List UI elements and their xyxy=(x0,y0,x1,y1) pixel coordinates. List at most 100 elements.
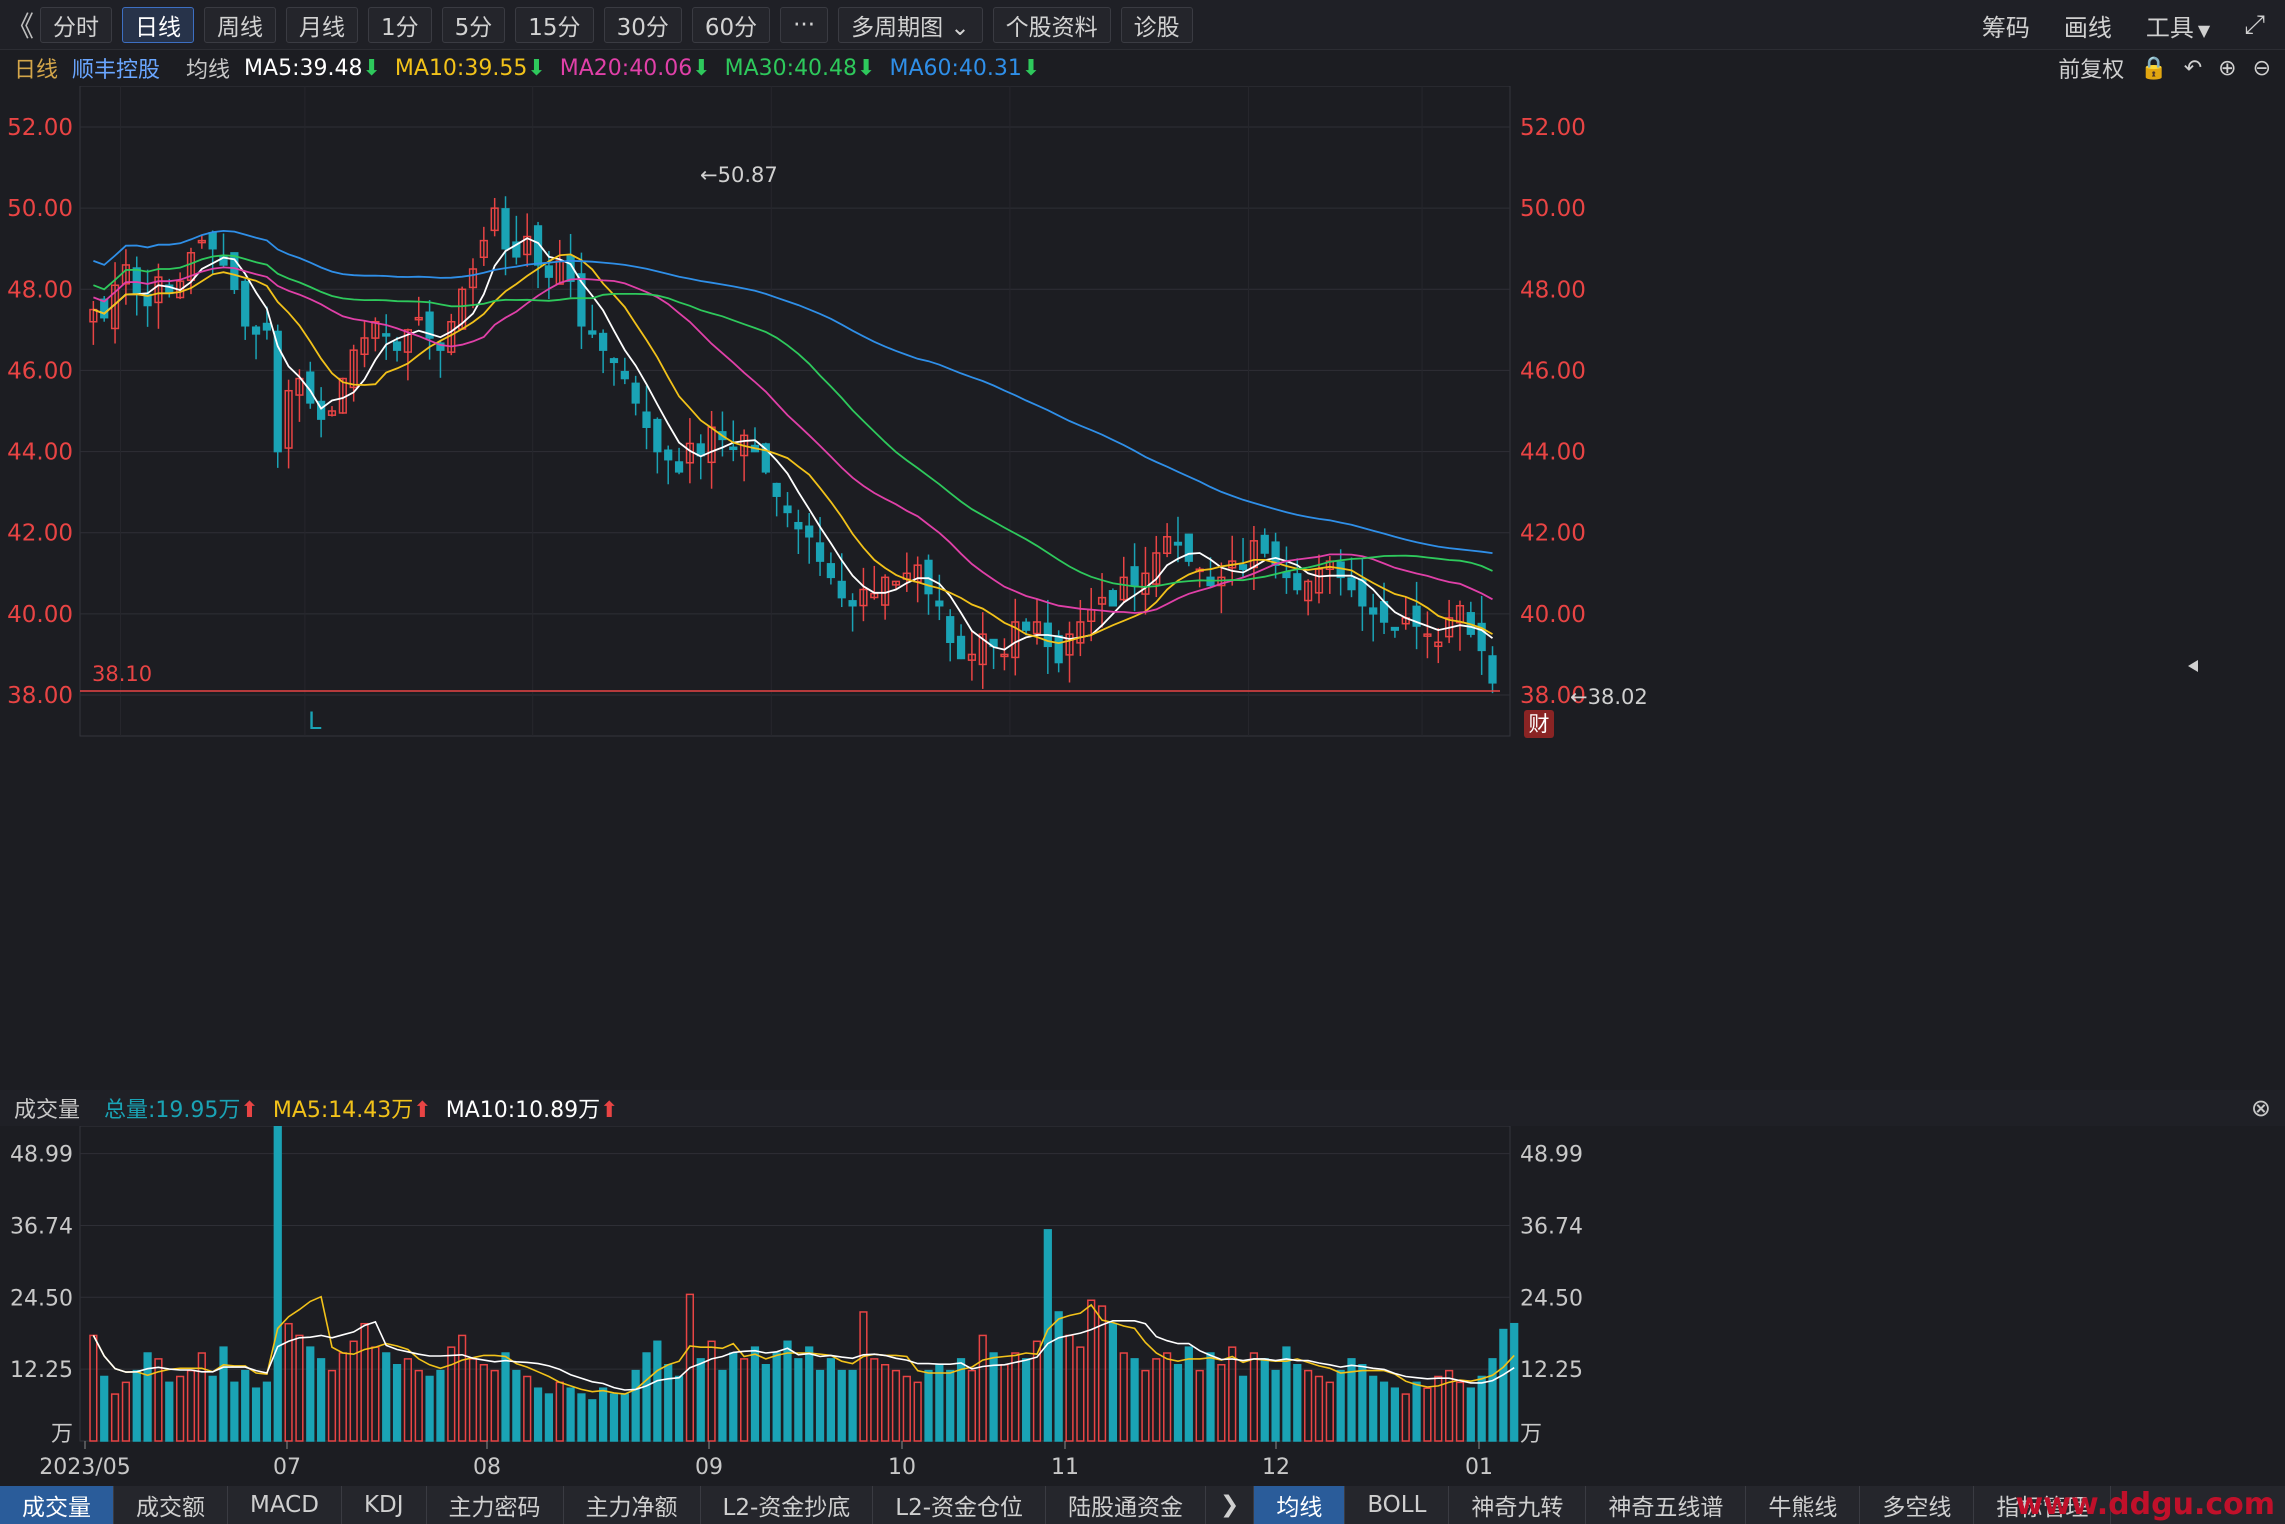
volume-chart-panel[interactable]: 48.99 48.99 36.74 36.74 24.50 24.50 12.25 12.25… xyxy=(0,1117,2285,1486)
candles xyxy=(89,196,1497,694)
candle-body xyxy=(382,333,391,337)
candle-body xyxy=(1022,621,1031,631)
volume-chart[interactable]: 48.99 48.99 36.74 36.74 24.50 24.50 12.25 12.25… xyxy=(0,1117,2285,1486)
tab-1[interactable]: 日线 xyxy=(122,6,194,43)
sub-tab-7[interactable]: L2-资金仓位 xyxy=(873,1486,1047,1524)
volume-bar xyxy=(230,1381,239,1442)
candle-body xyxy=(1423,633,1432,637)
lock-icon[interactable]: 🔒 xyxy=(2140,55,2168,81)
tab-12[interactable]: 诊股 xyxy=(1120,6,1193,43)
fullscreen-icon[interactable]: ⤢ xyxy=(2244,9,2265,40)
chip-button[interactable]: 筹码 xyxy=(1981,13,2030,42)
tools-button[interactable]: 工具 ▼ xyxy=(2145,13,2211,42)
tab-3[interactable]: 月线 xyxy=(286,6,358,43)
volume-bar xyxy=(273,1117,282,1442)
main-tab-2[interactable]: 神奇九转 xyxy=(1449,1486,1587,1524)
tab-7[interactable]: 30分 xyxy=(603,6,682,43)
candle-body xyxy=(208,232,217,250)
volume-label-left: 36.74 xyxy=(10,1215,73,1240)
volume-bar xyxy=(837,1369,846,1442)
adjust-button[interactable]: 前复权 xyxy=(2058,58,2125,83)
price-label-left: 46.00 xyxy=(7,358,73,384)
stock-name[interactable]: 顺丰控股 xyxy=(72,58,161,83)
volume-ma10-line xyxy=(92,1320,1515,1391)
candle-body xyxy=(761,443,770,473)
price-label-left: 52.00 xyxy=(7,115,73,141)
candle-body xyxy=(544,265,554,278)
volume-bar xyxy=(1401,1393,1410,1442)
candle-body xyxy=(251,326,261,335)
candle-body xyxy=(479,239,488,259)
volume-bar xyxy=(143,1352,152,1442)
candle-body xyxy=(403,329,413,353)
price-label-right: 52.00 xyxy=(1520,115,1586,141)
sub-tab-2[interactable]: MACD xyxy=(228,1486,342,1524)
volume-bar xyxy=(859,1311,868,1442)
ma5-value: MA5:39.48⬇ xyxy=(244,55,381,81)
volume-bar xyxy=(1293,1364,1302,1442)
sub-tab-0[interactable]: 成交量 xyxy=(0,1486,114,1524)
volume-label-left: 24.50 xyxy=(10,1286,73,1311)
high-label: ←50.87 xyxy=(700,163,778,187)
price-chart-panel[interactable]: 52.00 52.00 50.00 50.00 48.00 48.00 46.00 46.00… xyxy=(0,85,2285,1090)
period-label: 日线 xyxy=(14,58,59,83)
volume-bar xyxy=(729,1352,738,1442)
candle-body xyxy=(642,411,651,428)
main-tab-6[interactable]: 指标管理 xyxy=(1974,1486,2112,1524)
volume-bar xyxy=(241,1369,250,1442)
date-label: 01 xyxy=(1465,1455,1493,1480)
volume-bar xyxy=(913,1381,922,1442)
sub-tab-8[interactable]: 陆股通资金 xyxy=(1046,1486,1207,1524)
volume-bar xyxy=(772,1352,781,1442)
sub-tab-6[interactable]: L2-资金抄底 xyxy=(701,1486,874,1524)
tab-0[interactable]: 分时 xyxy=(40,6,112,43)
volume-bar xyxy=(1379,1381,1389,1442)
candle-body xyxy=(241,280,250,327)
volume-title[interactable]: 成交量 xyxy=(14,1098,81,1123)
tab-9[interactable]: ··· xyxy=(780,6,829,43)
draw-line-button[interactable]: 画线 xyxy=(2063,13,2112,42)
main-tab-5[interactable]: 多空线 xyxy=(1860,1486,1975,1524)
next-arrow-icon[interactable]: ❯ xyxy=(1206,1486,1255,1524)
main-tab-1[interactable]: BOLL xyxy=(1345,1486,1450,1524)
sub-tab-3[interactable]: KDJ xyxy=(342,1486,427,1524)
volume-bar xyxy=(1434,1375,1443,1442)
tab-4[interactable]: 1分 xyxy=(368,6,432,43)
volume-bar xyxy=(132,1369,141,1442)
sub-tab-5[interactable]: 主力净额 xyxy=(564,1486,701,1524)
volume-bar xyxy=(1477,1375,1486,1442)
volume-bar xyxy=(1206,1352,1215,1442)
volume-ma10: MA10:10.89万⬆ xyxy=(445,1098,619,1123)
candle-body xyxy=(1390,626,1400,631)
sub-tab-1[interactable]: 成交额 xyxy=(114,1486,228,1524)
volume-bar xyxy=(902,1375,911,1442)
candle-body xyxy=(859,588,868,607)
price-chart[interactable]: 52.00 52.00 50.00 50.00 48.00 48.00 46.00 46.00… xyxy=(0,85,2285,1090)
volume-bar xyxy=(295,1334,304,1442)
collapse-button[interactable]: 《 xyxy=(5,9,34,43)
tab-5[interactable]: 5分 xyxy=(441,6,506,43)
volume-bar xyxy=(403,1358,413,1442)
ma-title[interactable]: 均线 xyxy=(186,58,231,83)
tab-10[interactable]: 多周期图 ⌄ xyxy=(838,6,983,43)
undo-icon[interactable]: ↶ xyxy=(2183,55,2203,81)
volume-bar xyxy=(317,1358,326,1442)
tab-8[interactable]: 60分 xyxy=(691,6,771,43)
zoom-out-icon[interactable]: ⊖ xyxy=(2252,55,2271,81)
sub-tab-4[interactable]: 主力密码 xyxy=(427,1486,564,1524)
tab-11[interactable]: 个股资料 xyxy=(992,6,1111,43)
volume-label-right: 24.50 xyxy=(1520,1286,1583,1311)
volume-bar xyxy=(783,1340,792,1442)
main-tab-0[interactable]: 均线 xyxy=(1254,1486,1346,1524)
tab-2[interactable]: 周线 xyxy=(204,6,276,43)
volume-bar xyxy=(523,1375,532,1442)
zoom-in-icon[interactable]: ⊕ xyxy=(2218,55,2237,81)
main-tab-3[interactable]: 神奇五线谱 xyxy=(1586,1486,1747,1524)
candle-body xyxy=(1434,641,1443,648)
main-tab-4[interactable]: 牛熊线 xyxy=(1746,1486,1861,1524)
volume-bar xyxy=(1466,1387,1475,1442)
candle-body xyxy=(1358,578,1367,607)
tab-6[interactable]: 15分 xyxy=(515,6,594,43)
close-volume-icon[interactable]: ⊗ xyxy=(2250,1094,2271,1122)
volume-bar xyxy=(327,1369,337,1442)
